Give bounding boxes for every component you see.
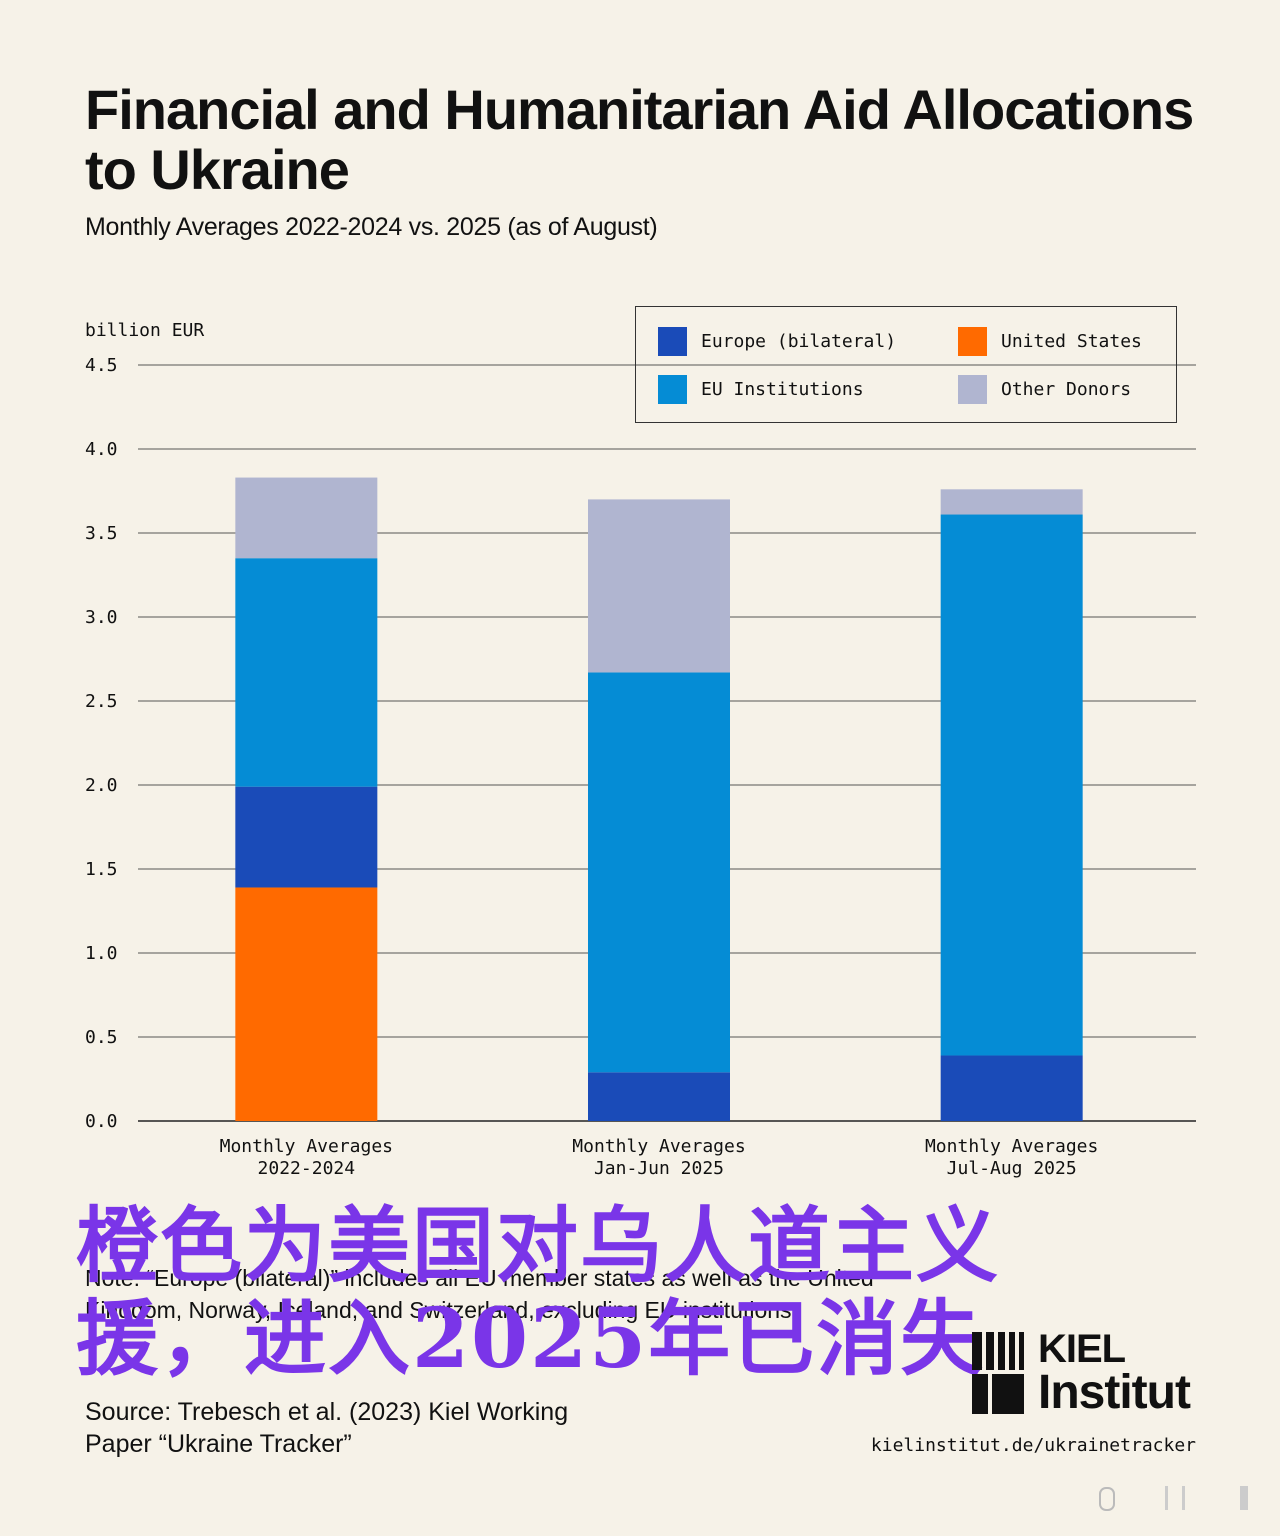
kiel-institut-logo: KIEL Institut (972, 1327, 1202, 1420)
x-tick-label: Monthly Averages (925, 1136, 1098, 1157)
bar-segment-europe-bilateral (940, 1055, 1083, 1121)
legend-item-other-donors: Other Donors (958, 375, 1131, 404)
y-tick-label: 0.5 (85, 1027, 118, 1048)
overlay-caption: 橙色为美国对乌人道主义 援，进入2025年已消失 (76, 1200, 1036, 1386)
x-tick-label: Monthly Averages (572, 1136, 745, 1157)
legend-swatch-eu-institutions (658, 375, 687, 404)
legend-label: Other Donors (1001, 379, 1132, 400)
overlay-line-2: 援，进入2025年已消失 (76, 1291, 985, 1387)
logo-bars-icon (972, 1332, 1024, 1414)
y-tick-label: 1.5 (85, 859, 118, 880)
bar-segment-other-donors (588, 499, 730, 673)
y-tick-label: 2.5 (85, 691, 118, 712)
legend-item-united-states: United States (958, 327, 1142, 356)
bar-segment-eu-institutions (588, 672, 730, 1073)
chart-note: Note: “Europe (bilateral)” includes all … (85, 1265, 874, 1323)
page-title: Financial and Humanitarian Aid Allocatio… (85, 78, 1194, 201)
y-tick-label: 3.0 (85, 607, 118, 628)
x-tick-label: Jan-Jun 2025 (594, 1158, 724, 1179)
source-url: kielinstitut.de/ukrainetracker (870, 1435, 1196, 1456)
x-tick-label: Monthly Averages (220, 1136, 393, 1157)
bar-segment-eu-institutions (235, 558, 378, 787)
legend-item-eu-institutions: EU Institutions (658, 375, 864, 404)
y-tick-label: 4.0 (85, 439, 118, 460)
x-tick-label: Jul-Aug 2025 (947, 1158, 1077, 1179)
y-tick-label: 4.5 (85, 355, 118, 376)
y-tick-label: 3.5 (85, 523, 118, 544)
overlay-line-1: 橙色为美国对乌人道主义 (76, 1198, 1001, 1294)
x-tick-label: 2022-2024 (258, 1158, 356, 1179)
bar-segment-united-states (235, 887, 378, 1121)
bar-segment-europe-bilateral (235, 786, 378, 888)
y-tick-label: 0.0 (85, 1111, 118, 1132)
stacked-bar-chart: billion EUR 0.0 0.5 1.0 1.5 2.0 2.5 3.0 3.5 4.0 4… (85, 320, 1196, 1179)
bar-segment-europe-bilateral (588, 1072, 730, 1121)
logo-text-kiel: KIEL (1038, 1327, 1126, 1371)
bar-segment-eu-institutions (940, 514, 1083, 1056)
bar-segment-other-donors (940, 489, 1083, 515)
decorative-glyphs (1099, 1486, 1248, 1511)
y-tick-label: 1.0 (85, 943, 118, 964)
legend-swatch-other-donors (958, 375, 987, 404)
chart-legend: Europe (bilateral) United States EU Inst… (635, 306, 1177, 423)
source-citation: Source: Trebesch et al. (2023) Kiel Work… (85, 1396, 685, 1460)
bar-segment-other-donors (235, 477, 378, 559)
legend-item-europe-bilateral: Europe (bilateral) (658, 327, 896, 356)
source-line-1: Source: Trebesch et al. (2023) Kiel Work… (85, 1398, 569, 1426)
logo-text-institut: Institut (1038, 1366, 1191, 1419)
legend-swatch-united-states (958, 327, 987, 356)
legend-swatch-europe-bilateral (658, 327, 687, 356)
legend-label: EU Institutions (701, 379, 864, 400)
source-line-2: Paper “Ukraine Tracker” (85, 1430, 352, 1458)
y-axis-label: billion EUR (85, 320, 204, 341)
page-subtitle: Monthly Averages 2022-2024 vs. 2025 (as … (85, 213, 658, 241)
y-tick-label: 2.0 (85, 775, 118, 796)
legend-label: United States (1001, 331, 1142, 352)
legend-label: Europe (bilateral) (701, 331, 897, 352)
